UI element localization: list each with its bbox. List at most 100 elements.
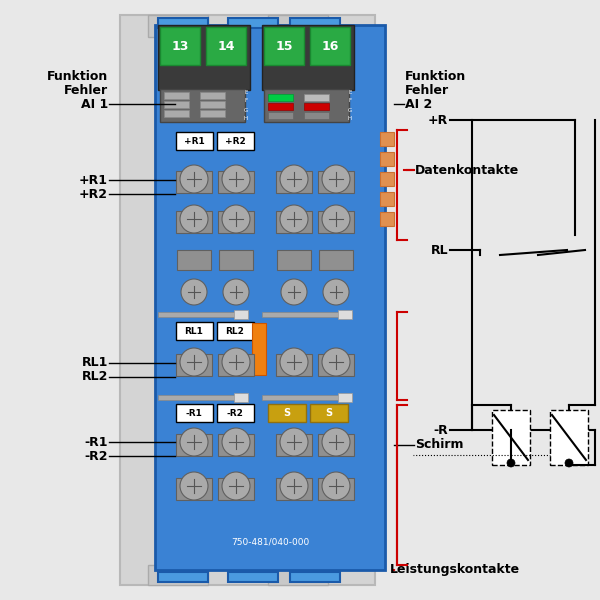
Bar xyxy=(158,395,248,400)
Bar xyxy=(177,250,211,270)
Bar xyxy=(160,27,200,65)
Bar xyxy=(310,27,350,65)
Circle shape xyxy=(280,348,308,376)
Bar xyxy=(218,211,254,233)
Bar xyxy=(176,478,212,500)
Bar xyxy=(264,89,349,122)
Circle shape xyxy=(323,279,349,305)
Bar xyxy=(318,478,354,500)
Bar xyxy=(234,310,248,319)
Text: Schirm: Schirm xyxy=(415,439,464,451)
Circle shape xyxy=(322,165,350,193)
Bar xyxy=(550,410,588,465)
Circle shape xyxy=(180,348,208,376)
Bar xyxy=(318,171,354,193)
Text: +R1: +R1 xyxy=(79,173,108,187)
Circle shape xyxy=(180,165,208,193)
Bar xyxy=(276,354,312,376)
Text: F: F xyxy=(244,98,248,103)
Bar xyxy=(319,250,353,270)
Bar xyxy=(218,478,254,500)
Bar xyxy=(176,434,212,456)
Bar xyxy=(200,101,225,108)
Text: +R1: +R1 xyxy=(184,136,205,145)
Bar xyxy=(155,25,385,570)
Bar xyxy=(276,171,312,193)
Bar xyxy=(380,212,394,226)
Text: E: E xyxy=(349,89,352,94)
Bar xyxy=(318,354,354,376)
Bar xyxy=(268,94,293,101)
Bar xyxy=(380,132,394,146)
Text: -R1: -R1 xyxy=(185,409,202,418)
Bar xyxy=(290,18,340,28)
Bar xyxy=(268,15,328,37)
Bar xyxy=(176,322,213,340)
Text: Funktion: Funktion xyxy=(47,70,108,82)
Bar xyxy=(268,404,306,422)
Bar xyxy=(262,395,352,400)
Text: H: H xyxy=(348,116,352,121)
Bar xyxy=(268,103,293,110)
Text: G: G xyxy=(348,107,352,113)
Bar xyxy=(276,478,312,500)
Bar xyxy=(380,192,394,206)
Text: 16: 16 xyxy=(322,40,338,52)
Bar xyxy=(304,103,329,110)
Circle shape xyxy=(280,472,308,500)
Circle shape xyxy=(565,459,573,467)
Bar xyxy=(276,211,312,233)
Text: S: S xyxy=(325,408,332,418)
Bar xyxy=(164,110,189,117)
Text: E: E xyxy=(244,89,248,94)
Bar xyxy=(218,354,254,376)
Bar xyxy=(268,565,328,585)
Bar xyxy=(218,171,254,193)
Bar xyxy=(176,354,212,376)
Text: -R2: -R2 xyxy=(227,409,244,418)
Text: Leistungskontakte: Leistungskontakte xyxy=(390,563,520,577)
Text: S: S xyxy=(283,408,290,418)
Bar xyxy=(380,172,394,186)
Circle shape xyxy=(280,205,308,233)
Text: RL1: RL1 xyxy=(82,356,108,370)
Bar xyxy=(176,132,213,150)
Circle shape xyxy=(322,472,350,500)
Text: +R2: +R2 xyxy=(224,136,245,145)
Bar xyxy=(218,434,254,456)
Circle shape xyxy=(222,165,250,193)
Bar xyxy=(176,171,212,193)
Circle shape xyxy=(222,428,250,456)
Bar xyxy=(176,404,213,422)
Circle shape xyxy=(180,428,208,456)
Text: RL2: RL2 xyxy=(82,370,108,383)
Bar xyxy=(304,112,329,119)
Circle shape xyxy=(223,279,249,305)
Text: 14: 14 xyxy=(217,40,235,52)
Text: H: H xyxy=(244,116,248,121)
Circle shape xyxy=(222,472,250,500)
Text: -R1: -R1 xyxy=(85,436,108,449)
Text: -R2: -R2 xyxy=(85,449,108,463)
Text: F: F xyxy=(349,98,352,103)
Bar xyxy=(318,434,354,456)
Bar xyxy=(262,25,354,90)
Bar xyxy=(252,323,266,375)
Text: 13: 13 xyxy=(172,40,188,52)
Bar xyxy=(164,92,189,99)
Text: AI 1: AI 1 xyxy=(81,97,108,110)
Text: RL: RL xyxy=(430,244,448,257)
Bar xyxy=(228,18,278,28)
Text: RL1: RL1 xyxy=(185,326,203,335)
Bar xyxy=(217,404,254,422)
Circle shape xyxy=(322,428,350,456)
Bar xyxy=(217,322,254,340)
Bar xyxy=(338,393,352,402)
Bar xyxy=(268,112,293,119)
Circle shape xyxy=(181,279,207,305)
Circle shape xyxy=(180,205,208,233)
Text: Datenkontakte: Datenkontakte xyxy=(415,163,519,176)
Text: 750-481/040-000: 750-481/040-000 xyxy=(231,538,309,547)
Bar xyxy=(338,310,352,319)
Bar xyxy=(492,410,530,465)
